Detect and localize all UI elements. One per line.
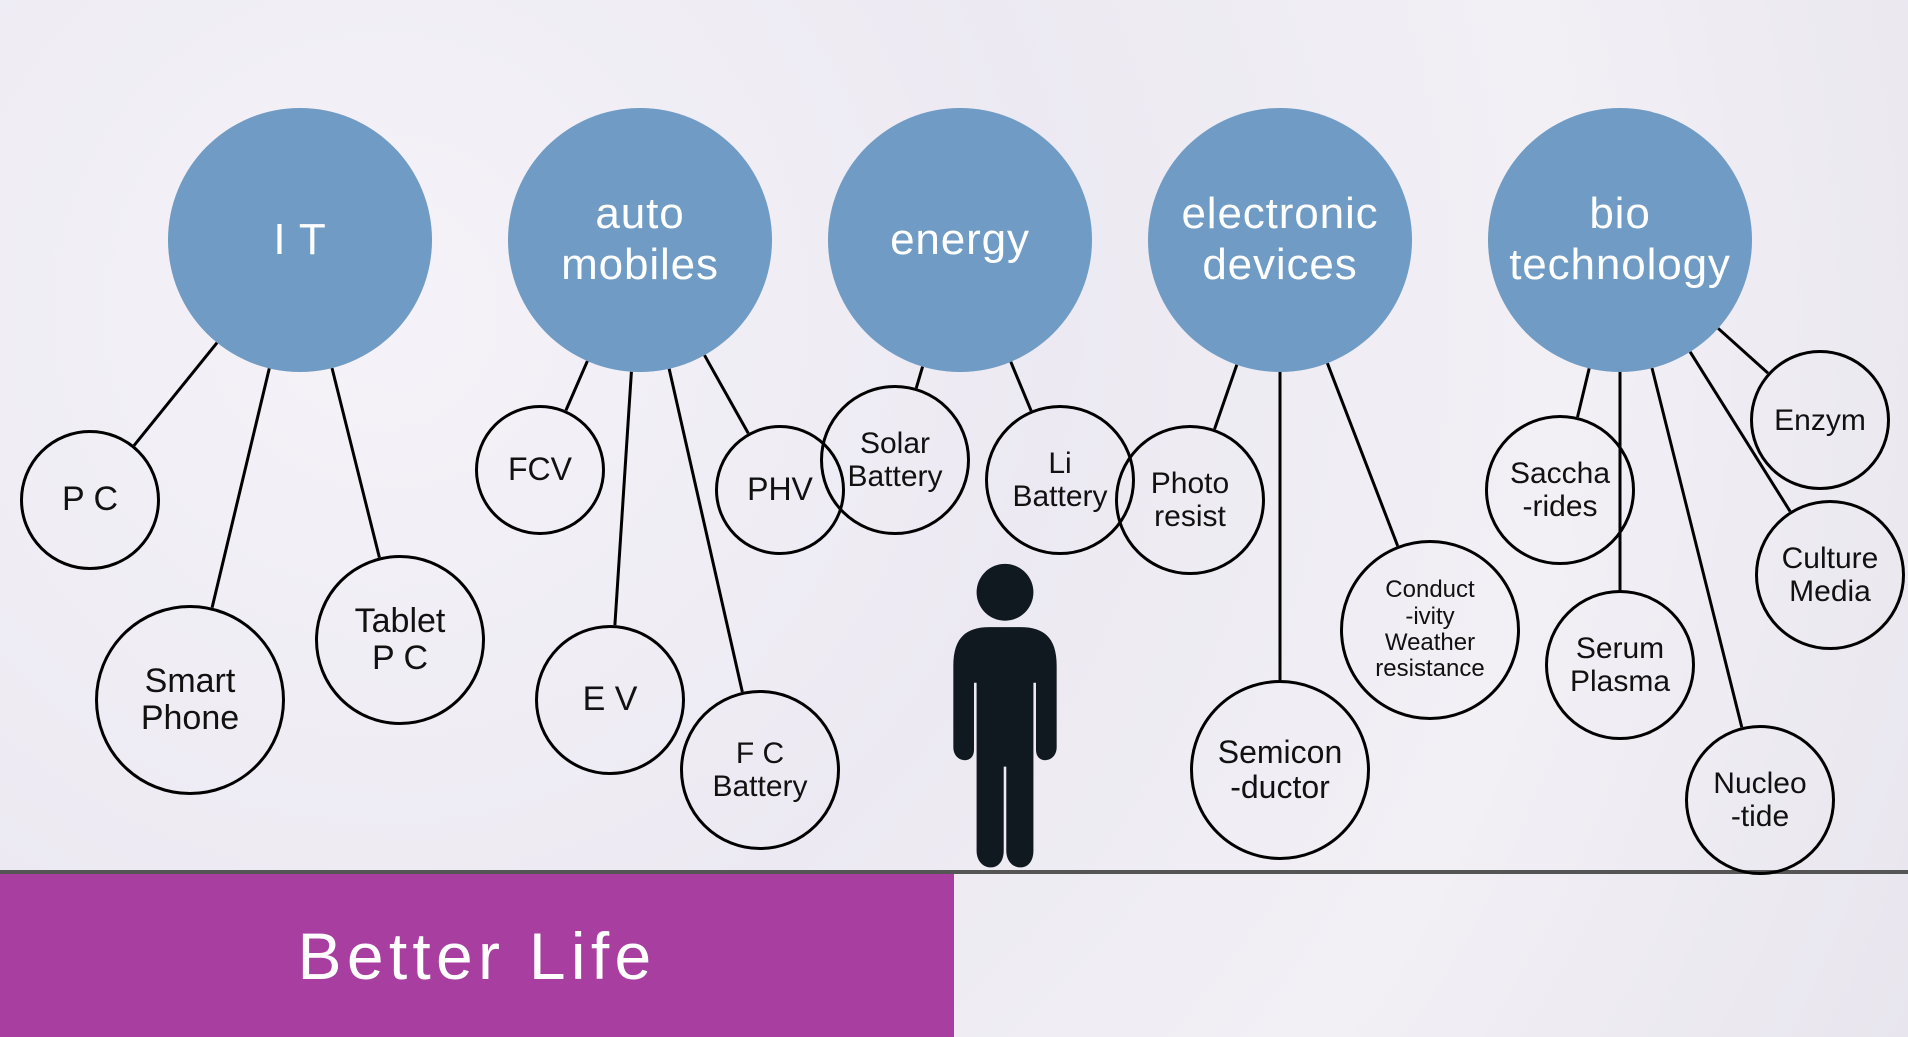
child-node: F C Battery bbox=[680, 690, 840, 850]
child-node: Nucleo -tide bbox=[1685, 725, 1835, 875]
child-node: P C bbox=[20, 430, 160, 570]
child-label: FCV bbox=[508, 452, 572, 487]
child-label: E V bbox=[583, 681, 638, 718]
connector-line bbox=[1718, 328, 1768, 373]
category-it: I T bbox=[168, 108, 432, 372]
child-node: Saccha -rides bbox=[1485, 415, 1635, 565]
child-label: PHV bbox=[747, 472, 813, 507]
person-icon bbox=[940, 560, 1070, 870]
child-node: Enzym bbox=[1750, 350, 1890, 490]
child-label: Smart Phone bbox=[141, 663, 239, 738]
category-energy: energy bbox=[828, 108, 1092, 372]
child-node: E V bbox=[535, 625, 685, 775]
child-node: Serum Plasma bbox=[1545, 590, 1695, 740]
child-node: Conduct -ivity Weather resistance bbox=[1340, 540, 1520, 720]
connector-line bbox=[332, 368, 379, 557]
diagram-stage: I T auto mobiles energy electronic devices b… bbox=[0, 0, 1908, 1037]
connector-line bbox=[566, 361, 587, 410]
child-label: Li Battery bbox=[1012, 447, 1107, 513]
category-label: energy bbox=[890, 215, 1030, 266]
child-label: P C bbox=[62, 481, 118, 518]
connector-line bbox=[1327, 363, 1397, 546]
child-node: Solar Battery bbox=[820, 385, 970, 535]
category-auto: auto mobiles bbox=[508, 108, 772, 372]
connector-line bbox=[704, 355, 748, 433]
child-node: Semicon -ductor bbox=[1190, 680, 1370, 860]
connector-line bbox=[212, 368, 269, 607]
child-label: Solar Battery bbox=[847, 427, 942, 493]
child-node: Smart Phone bbox=[95, 605, 285, 795]
category-label: electronic devices bbox=[1181, 189, 1378, 290]
child-label: Serum Plasma bbox=[1570, 632, 1670, 698]
category-label: I T bbox=[273, 215, 326, 266]
child-node: FCV bbox=[475, 405, 605, 535]
child-label: F C Battery bbox=[712, 737, 807, 803]
child-node: Culture Media bbox=[1755, 500, 1905, 650]
child-label: Nucleo -tide bbox=[1713, 767, 1806, 833]
child-label: Photo resist bbox=[1151, 467, 1229, 533]
child-label: Tablet P C bbox=[355, 603, 446, 678]
category-bio: bio technology bbox=[1488, 108, 1752, 372]
connector-line bbox=[1578, 368, 1590, 417]
child-node: Tablet P C bbox=[315, 555, 485, 725]
connector-line bbox=[1011, 362, 1031, 411]
connector-line bbox=[916, 367, 922, 388]
banner-label: Better Life bbox=[298, 918, 657, 994]
child-label: Culture Media bbox=[1782, 542, 1879, 608]
connector-line bbox=[615, 372, 632, 625]
category-label: bio technology bbox=[1509, 189, 1731, 290]
banner: Better Life bbox=[0, 874, 954, 1037]
child-node: Photo resist bbox=[1115, 425, 1265, 575]
child-node: Li Battery bbox=[985, 405, 1135, 555]
child-label: Conduct -ivity Weather resistance bbox=[1375, 577, 1484, 683]
connector-line bbox=[134, 343, 217, 446]
connector-line bbox=[1215, 365, 1237, 429]
child-label: Semicon -ductor bbox=[1218, 735, 1343, 805]
child-label: Saccha -rides bbox=[1510, 457, 1610, 523]
child-label: Enzym bbox=[1774, 404, 1866, 437]
category-label: auto mobiles bbox=[561, 189, 719, 290]
category-edev: electronic devices bbox=[1148, 108, 1412, 372]
